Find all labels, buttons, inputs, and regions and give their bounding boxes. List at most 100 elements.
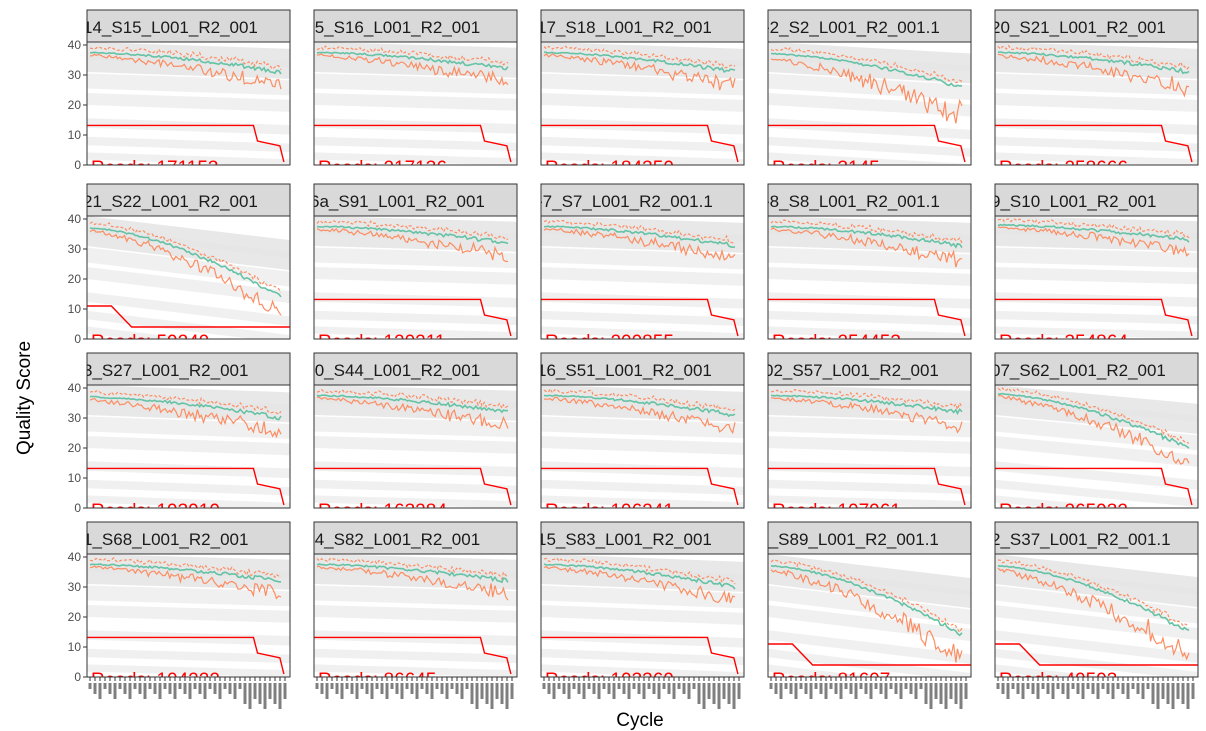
x-tick-label xyxy=(587,683,591,689)
x-tick-label xyxy=(697,683,701,704)
reads-label: Reads: 258666 xyxy=(999,158,1128,179)
quality-heatmap-band xyxy=(995,585,1198,624)
read-count-line xyxy=(314,298,512,337)
quality-heatmap-band xyxy=(541,93,744,112)
panel-border xyxy=(313,215,518,340)
quality-heatmap-band xyxy=(541,416,744,439)
facet-panel: 9_S10_L001_R2_001 Reads: 354864 xyxy=(994,183,1199,340)
quality-heatmap-band xyxy=(87,152,290,165)
x-axis-title: Cycle xyxy=(616,710,664,731)
facet-label: 3_S27_L001_R2_001 xyxy=(83,361,248,380)
read-count-line xyxy=(995,467,1193,506)
x-tick-label xyxy=(480,683,484,699)
x-tick-label xyxy=(904,683,908,689)
read-count-line xyxy=(541,124,739,163)
facet-panel: 02_S57_L001_R2_001 Reads: 107961 xyxy=(767,352,972,509)
read-count-line xyxy=(541,298,739,337)
x-tick-label xyxy=(622,683,626,694)
mean-quality-line xyxy=(89,227,282,298)
x-tick-label xyxy=(889,683,893,689)
reads-label: Reads: 86645 xyxy=(318,670,436,691)
quality-heatmap-band xyxy=(768,664,874,677)
facet-label: 6a_S91_L001_R2_001 xyxy=(310,192,485,211)
quality-heatmap-band xyxy=(541,310,744,327)
median-quality-line xyxy=(89,565,282,600)
x-tick-label xyxy=(879,683,883,694)
x-tick-label xyxy=(1001,683,1005,694)
read-count-line xyxy=(314,636,512,675)
y-tick-label: 40 xyxy=(68,381,82,395)
panel-border xyxy=(313,384,518,509)
facet-label: 14_S15_L001_R2_001 xyxy=(83,18,258,37)
quality-heatmap-band xyxy=(87,664,290,677)
quality-heatmap-band xyxy=(768,136,971,157)
x-tick-label xyxy=(233,683,237,699)
x-tick-label xyxy=(415,683,419,699)
x-tick-label xyxy=(1011,683,1015,689)
read-count-line xyxy=(995,643,1198,666)
x-tick-label xyxy=(113,683,117,699)
x-tick-label xyxy=(949,683,953,699)
facet-panel: -2_S2_L001_R2_001.1 Reads: 3145 xyxy=(767,9,972,166)
x-tick-label xyxy=(617,683,621,689)
x-tick-label xyxy=(500,683,504,704)
x-tick-label xyxy=(410,683,414,694)
quality-heatmap-band xyxy=(314,267,517,285)
x-tick-label xyxy=(1161,683,1165,699)
x-tick-label xyxy=(1106,683,1110,694)
facet-panel: I5_S16_L001_R2_001 Reads: 217136 xyxy=(313,9,518,166)
y-tick-label: 10 xyxy=(68,640,82,654)
reads-label: Reads: 184350 xyxy=(545,158,674,179)
quality-heatmap-band xyxy=(995,310,1198,325)
panel-border xyxy=(994,41,1199,166)
panel-border xyxy=(767,553,972,678)
x-tick-label xyxy=(662,683,666,689)
quality-heatmap-band xyxy=(314,228,517,252)
x-tick-label xyxy=(1151,683,1155,704)
x-tick-label xyxy=(944,683,948,709)
x-tick-label xyxy=(627,683,631,699)
median-quality-line xyxy=(770,227,963,268)
facet-label: -7_S7_L001_R2_001.1 xyxy=(537,192,713,211)
x-tick-label xyxy=(1131,683,1135,689)
x-tick-label xyxy=(218,683,222,699)
mean-quality-line xyxy=(770,394,963,416)
x-tick-label xyxy=(874,683,878,689)
panel-border xyxy=(767,384,972,509)
mean-quality-line xyxy=(997,51,1190,75)
x-tick-label xyxy=(799,683,803,689)
x-tick-label xyxy=(405,683,409,689)
x-tick-label xyxy=(712,683,716,704)
q75-quality-line xyxy=(543,45,736,69)
median-quality-line xyxy=(89,397,282,439)
y-tick-label: 30 xyxy=(68,580,82,594)
x-tick-label xyxy=(1006,683,1010,699)
quality-heatmap-band xyxy=(87,93,290,112)
x-tick-label xyxy=(460,683,464,699)
x-tick-label xyxy=(223,683,227,689)
x-tick-label xyxy=(959,683,963,709)
x-tick-label xyxy=(123,683,127,694)
x-tick-label xyxy=(934,683,938,699)
x-tick-label xyxy=(193,683,197,689)
read-count-line xyxy=(768,643,971,666)
x-tick-label xyxy=(779,683,783,699)
mean-quality-line xyxy=(89,563,281,583)
x-tick-label xyxy=(340,683,344,699)
x-tick-label xyxy=(360,683,364,689)
x-tick-label xyxy=(1076,683,1080,694)
x-tick-label xyxy=(133,683,137,689)
facet-label: 1_S68_L001_R2_001 xyxy=(83,530,248,549)
x-tick-label xyxy=(597,683,601,699)
panel-border xyxy=(540,553,745,678)
read-count-line xyxy=(768,467,966,506)
x-tick-label xyxy=(577,683,581,694)
x-tick-label xyxy=(717,683,721,709)
x-tick-label xyxy=(1116,683,1120,689)
quality-heatmap-band xyxy=(87,326,193,339)
reads-label: Reads: 81607 xyxy=(772,670,890,691)
x-tick-label xyxy=(350,683,354,694)
quality-heatmap-band xyxy=(541,136,744,153)
x-tick-label xyxy=(465,683,469,689)
